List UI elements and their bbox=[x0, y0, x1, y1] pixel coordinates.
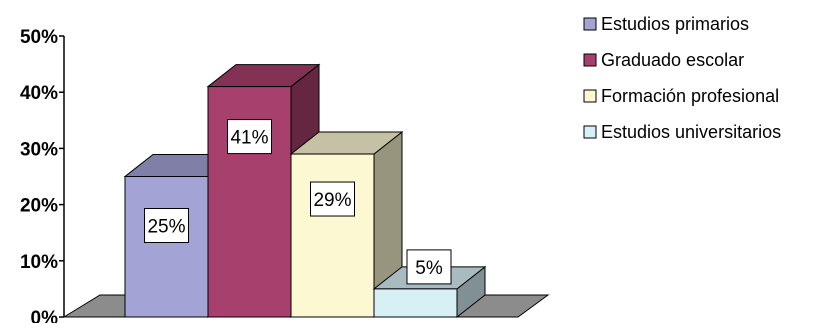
bar-front bbox=[290, 153, 375, 318]
legend-label: Estudios universitarios bbox=[601, 122, 781, 142]
y-tick-label: 30% bbox=[20, 139, 58, 160]
data-label-text: 25% bbox=[147, 217, 185, 238]
legend-item: Formación profesional bbox=[583, 86, 779, 106]
data-label-box bbox=[406, 249, 452, 285]
bar bbox=[206, 63, 321, 319]
data-labels: 25% 41% 29% 5% bbox=[144, 119, 452, 285]
legend-label: Formación profesional bbox=[601, 86, 779, 106]
legend-item: Estudios universitarios bbox=[583, 122, 781, 142]
bar-front bbox=[373, 288, 458, 318]
y-tick-label: 10% bbox=[20, 252, 58, 273]
data-label-text: 29% bbox=[313, 190, 351, 211]
data-label-box bbox=[144, 208, 189, 243]
data-label-text: 41% bbox=[230, 128, 268, 149]
bar-front bbox=[207, 86, 292, 318]
data-label-text: 5% bbox=[415, 258, 443, 279]
legend-swatch bbox=[583, 53, 597, 67]
legend-label: Graduado escolar bbox=[601, 50, 744, 70]
bar bbox=[289, 130, 404, 319]
y-tick-label: 0% bbox=[31, 308, 59, 323]
bars bbox=[123, 63, 487, 319]
data-label: 5% bbox=[406, 249, 452, 285]
data-label: 25% bbox=[144, 208, 189, 243]
y-axis: 0% 10% 20% 30% 40% 50% bbox=[20, 27, 65, 323]
legend-swatch bbox=[583, 89, 597, 103]
y-tick-label: 50% bbox=[20, 27, 58, 48]
legend-item: Estudios primarios bbox=[583, 14, 749, 34]
data-label-box bbox=[227, 119, 272, 155]
legend-swatch bbox=[583, 17, 597, 31]
data-label-box bbox=[310, 181, 355, 217]
data-label: 29% bbox=[310, 181, 355, 217]
legend-label: Estudios primarios bbox=[601, 14, 749, 34]
y-tick-label: 20% bbox=[20, 196, 58, 217]
legend: Estudios primarios Graduado escolar Formac… bbox=[583, 14, 781, 142]
legend-swatch bbox=[583, 125, 597, 139]
data-label: 41% bbox=[227, 119, 272, 155]
legend-item: Graduado escolar bbox=[583, 50, 744, 70]
y-tick-label: 40% bbox=[20, 83, 58, 104]
bar-front bbox=[124, 176, 209, 318]
